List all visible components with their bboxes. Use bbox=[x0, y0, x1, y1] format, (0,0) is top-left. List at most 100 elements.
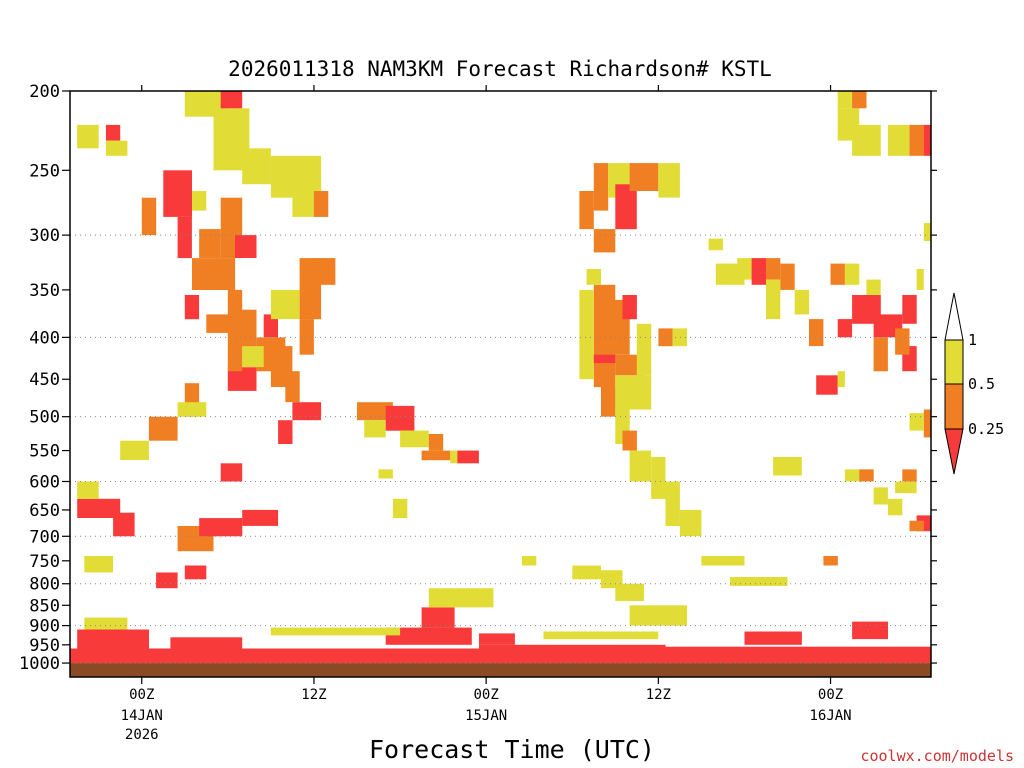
ri-cell-red bbox=[242, 509, 279, 526]
ri-cell-red bbox=[263, 314, 278, 338]
ri-cell-orange bbox=[852, 91, 867, 109]
ri-cell-yellow bbox=[794, 289, 810, 315]
ri-cell-red bbox=[421, 607, 455, 628]
ri-cell-yellow bbox=[636, 323, 652, 376]
ground-fill bbox=[70, 663, 931, 677]
ri-cell-red bbox=[77, 629, 149, 649]
ri-cell-red bbox=[615, 184, 637, 230]
ri-cell-yellow bbox=[586, 269, 601, 285]
ri-cell-red bbox=[70, 648, 479, 663]
ri-cell-red bbox=[902, 295, 917, 324]
ri-cell-red bbox=[77, 498, 121, 518]
ri-cell-yellow bbox=[916, 269, 924, 290]
credit-link[interactable]: coolwx.com/models bbox=[860, 747, 1014, 765]
ri-cell-orange bbox=[313, 191, 329, 217]
x-tick-label: 00Z bbox=[129, 687, 154, 703]
y-tick-label: 750 bbox=[29, 552, 60, 572]
legend-label: 1 bbox=[968, 331, 977, 349]
ri-cell-red bbox=[235, 235, 257, 258]
color-legend: 1 0.5 0.25 bbox=[944, 292, 1004, 475]
ri-cell-orange bbox=[923, 409, 931, 438]
ri-cell-orange bbox=[766, 258, 781, 280]
legend-cap-bottom bbox=[944, 428, 964, 475]
ri-cell-red bbox=[184, 565, 207, 580]
plot-frame bbox=[69, 90, 932, 678]
x-tick-label: 12Z bbox=[646, 687, 671, 703]
ri-cell-orange bbox=[909, 124, 924, 156]
ri-cell-red bbox=[385, 405, 415, 431]
ri-cell-yellow bbox=[737, 258, 752, 280]
ri-cell-red bbox=[163, 170, 192, 217]
y-tick-label: 900 bbox=[29, 617, 60, 637]
ri-cell-yellow bbox=[708, 238, 723, 251]
ri-cell-orange bbox=[823, 556, 838, 566]
y-tick-label: 200 bbox=[29, 82, 60, 102]
ri-cell-yellow bbox=[615, 375, 652, 410]
ri-cell-red bbox=[170, 637, 243, 649]
x-tick-date: 16JAN bbox=[809, 708, 851, 724]
y-tick-label: 450 bbox=[29, 370, 60, 390]
ri-cell-red bbox=[177, 216, 192, 259]
ri-cell-orange bbox=[141, 197, 157, 236]
ri-cell-red bbox=[586, 354, 616, 364]
ri-cell-red bbox=[744, 631, 802, 645]
plot-area: 200 250 300 350 400 450 500 550 600 650 700 750 8008… bbox=[19, 82, 937, 743]
ri-cell-red bbox=[837, 319, 853, 338]
ri-cell-yellow bbox=[572, 565, 601, 580]
y-tick-label: 800 bbox=[29, 575, 60, 595]
y-tick-label: 950 bbox=[29, 636, 60, 656]
ri-cell-red bbox=[385, 627, 472, 645]
legend-cap-top bbox=[944, 292, 964, 341]
ri-cell-red bbox=[923, 124, 931, 156]
y-tick-label: 1000 bbox=[19, 654, 60, 674]
ri-cell-orange bbox=[629, 163, 659, 191]
ri-cell-yellow bbox=[923, 223, 931, 241]
ri-cell-red bbox=[751, 258, 766, 285]
ri-cell-yellow bbox=[192, 191, 207, 211]
ri-cell-orange bbox=[421, 450, 451, 461]
ri-cell-red bbox=[105, 124, 121, 141]
ri-cell-yellow bbox=[364, 420, 386, 438]
ri-cell-yellow bbox=[837, 371, 845, 387]
x-tick-label: 12Z bbox=[301, 687, 326, 703]
ri-cell-red bbox=[278, 420, 293, 444]
ri-cell-orange bbox=[299, 319, 314, 355]
ri-cell-yellow bbox=[543, 631, 659, 640]
ri-cell-orange bbox=[313, 258, 336, 285]
legend-swatch-orange bbox=[944, 383, 964, 430]
ri-cell-orange bbox=[199, 229, 221, 258]
ri-cell-red bbox=[220, 91, 243, 109]
ri-cell-orange bbox=[428, 434, 444, 451]
ri-cell-yellow bbox=[270, 627, 401, 636]
ri-cell-yellow bbox=[866, 279, 881, 295]
ri-cell-red bbox=[199, 518, 243, 537]
legend-label: 0.5 bbox=[968, 375, 995, 393]
ri-cell-red bbox=[816, 375, 838, 395]
ri-cell-orange bbox=[902, 469, 917, 482]
ri-cell-yellow bbox=[428, 588, 494, 608]
ri-cell-yellow bbox=[773, 457, 802, 476]
x-tick-date: 15JAN bbox=[465, 708, 507, 724]
ri-cell-yellow bbox=[84, 617, 128, 630]
ri-cell-red bbox=[156, 572, 178, 589]
ri-cell-yellow bbox=[629, 605, 687, 626]
y-tick-label: 400 bbox=[29, 328, 60, 348]
ri-cell-yellow bbox=[629, 450, 652, 482]
ri-cell-orange bbox=[809, 319, 824, 347]
chart-title: 2026011318 NAM3KM Forecast Richardson# K… bbox=[228, 57, 772, 81]
x-tick-year: 2026 bbox=[125, 727, 159, 743]
ri-cell-yellow bbox=[105, 140, 128, 156]
ri-cell-yellow bbox=[242, 346, 264, 368]
ri-cell-red bbox=[113, 512, 135, 537]
y-tick-label: 250 bbox=[29, 161, 60, 181]
ri-cell-yellow bbox=[120, 440, 149, 461]
ri-cell-yellow bbox=[909, 413, 924, 431]
ri-cell-orange bbox=[895, 328, 910, 355]
ri-cell-orange bbox=[909, 520, 924, 532]
ri-cell-yellow bbox=[400, 430, 429, 448]
legend-label: 0.25 bbox=[968, 420, 1004, 438]
y-tick-label: 300 bbox=[29, 226, 60, 246]
ri-cell-orange bbox=[148, 416, 178, 441]
ri-cell-red bbox=[457, 450, 479, 464]
